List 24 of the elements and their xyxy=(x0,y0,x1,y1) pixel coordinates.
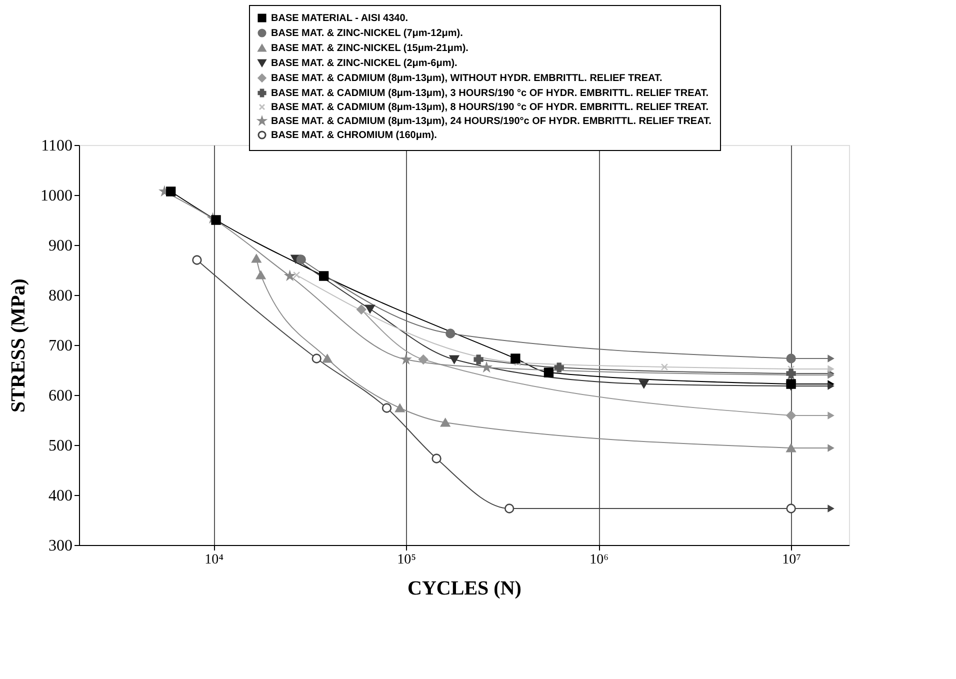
y-tick-label: 1000 xyxy=(40,188,72,204)
legend-label: BASE MAT. & CADMIUM (8μm-13μm), 24 HOURS/190°c OF HYDR. EMBRITTL. RELIEF TREAT. xyxy=(271,116,712,127)
x-tick-label: 10⁷ xyxy=(782,552,802,568)
y-tick-label: 500 xyxy=(48,438,72,454)
x-tick-label: 10⁶ xyxy=(590,552,609,568)
legend-label: BASE MAT. & CHROMIUM (160μm). xyxy=(271,130,438,141)
y-tick-label: 300 xyxy=(48,538,72,554)
legend-label: BASE MAT. & ZINC-NICKEL (7μm-12μm). xyxy=(271,28,464,39)
y-tick-label: 700 xyxy=(48,338,72,354)
x-axis-title: CYCLES (N) xyxy=(408,578,522,600)
legend-label: BASE MAT. & CADMIUM (8μm-13μm), 8 HOURS/190 °c OF HYDR. EMBRITTL. RELIEF TREAT. xyxy=(271,102,709,113)
legend-label: BASE MAT. & ZINC-NICKEL (2μm-6μm). xyxy=(271,58,458,69)
legend-label: BASE MAT. & CADMIUM (8μm-13μm), WITHOUT HYDR. EMBRITTL. RELIEF TREAT. xyxy=(271,73,663,84)
y-tick-label: 400 xyxy=(48,488,72,504)
y-tick-label: 1100 xyxy=(41,138,72,154)
y-tick-label: 600 xyxy=(48,388,72,404)
x-tick-label: 10⁵ xyxy=(397,552,416,568)
x-tick-label: 10⁴ xyxy=(204,552,224,568)
y-tick-label: 800 xyxy=(48,288,72,304)
legend-label: BASE MAT. & ZINC-NICKEL (15μm-21μm). xyxy=(271,43,469,54)
legend-label: BASE MAT. & CADMIUM (8μm-13μm), 3 HOURS/190 °c OF HYDR. EMBRITTL. RELIEF TREAT. xyxy=(271,88,709,99)
y-tick-label: 900 xyxy=(48,238,72,254)
y-axis-title: STRESS (MPa) xyxy=(8,278,30,412)
legend-label: BASE MATERIAL - AISI 4340. xyxy=(271,13,408,24)
